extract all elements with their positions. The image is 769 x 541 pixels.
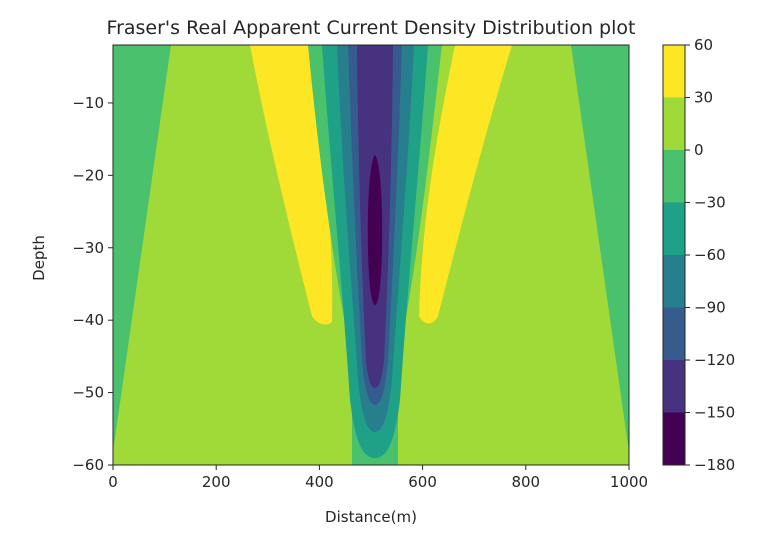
contour-band-left-edge bbox=[113, 45, 171, 452]
colorbar-band bbox=[663, 255, 685, 308]
y-tick-label: −20 bbox=[72, 166, 104, 184]
x-tick-label: 200 bbox=[202, 473, 231, 491]
contour-band-right-lobe bbox=[419, 45, 512, 324]
colorbar-tick-label: −90 bbox=[694, 299, 726, 317]
colorbar-band bbox=[663, 412, 685, 465]
x-tick-label: 400 bbox=[305, 473, 334, 491]
contour-band-center-core bbox=[367, 155, 383, 305]
contour-plot-area bbox=[113, 45, 629, 465]
x-axis-label: Distance(m) bbox=[325, 508, 417, 526]
colorbar-band bbox=[663, 202, 685, 255]
y-tick-label: −30 bbox=[72, 239, 104, 257]
colorbar bbox=[662, 44, 686, 466]
colorbar-tick-label: −180 bbox=[694, 456, 735, 474]
colorbar-band bbox=[663, 97, 685, 150]
y-tick-label: −10 bbox=[72, 94, 104, 112]
colorbar-tick-label: −120 bbox=[694, 351, 735, 369]
x-tick-label: 600 bbox=[408, 473, 437, 491]
contour-band-left-lobe bbox=[250, 45, 333, 325]
chart-title: Fraser's Real Apparent Current Density D… bbox=[107, 17, 636, 39]
colorbar-tick-label: −30 bbox=[694, 194, 726, 212]
colorbar-band bbox=[663, 150, 685, 203]
x-tick-label: 800 bbox=[511, 473, 540, 491]
colorbar-tick-label: −150 bbox=[694, 404, 735, 422]
x-tick-label: 0 bbox=[108, 473, 118, 491]
y-axis-label: Depth bbox=[30, 235, 48, 281]
x-axis-ticks: 0 200 400 600 800 1000 bbox=[108, 465, 648, 491]
y-axis-ticks: −60 −50 −40 −30 −20 −10 bbox=[72, 94, 113, 474]
y-tick-label: −50 bbox=[72, 384, 104, 402]
colorbar-band bbox=[663, 45, 685, 98]
colorbar-ticks: −180 −150 −120 −90 −60 −30 0 30 60 bbox=[685, 36, 735, 474]
plot-frame bbox=[112, 44, 630, 466]
colorbar-tick-label: 0 bbox=[694, 141, 704, 159]
colorbar-tick-label: 30 bbox=[694, 89, 713, 107]
colorbar-band bbox=[663, 307, 685, 360]
colorbar-band bbox=[663, 360, 685, 413]
x-tick-label: 1000 bbox=[610, 473, 648, 491]
contour-band-right-edge bbox=[571, 45, 629, 452]
y-tick-label: −40 bbox=[72, 311, 104, 329]
colorbar-tick-label: −60 bbox=[694, 246, 726, 264]
y-tick-label: −60 bbox=[72, 456, 104, 474]
colorbar-tick-label: 60 bbox=[694, 36, 713, 54]
